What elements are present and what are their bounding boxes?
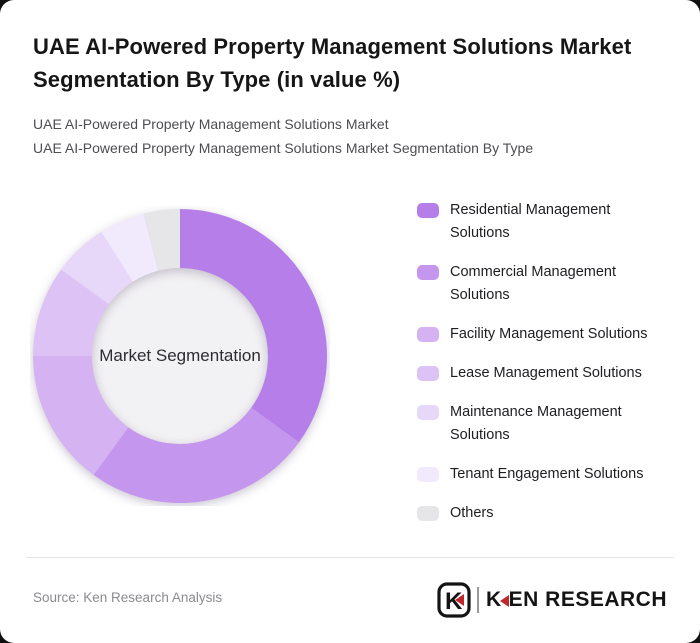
badge-letter: K [445,588,463,615]
legend-label: Others [450,505,494,521]
legend-item-7: Others [417,502,679,525]
ken-research-logo: K K EN RESEARCH [437,582,667,618]
logo-separator [476,587,479,613]
wordmark-k: K [485,588,502,611]
legend-swatch-icon [417,467,439,482]
subtitle-line-1: UAE AI-Powered Property Management Solut… [33,116,389,132]
legend-label: Maintenance Management Solutions [450,404,622,443]
donut-segment-1 [180,209,327,443]
legend-label: Lease Management Solutions [450,365,642,381]
source-note: Source: Ken Research Analysis [33,590,223,605]
legend-item-4: Lease Management Solutions [417,362,679,385]
subtitle-line-2: UAE AI-Powered Property Management Solut… [33,140,534,156]
donut-svg [33,209,327,503]
legend-item-5: Maintenance Management Solutions [417,401,679,447]
subtitle-block: UAE AI-Powered Property Management Solut… [33,112,673,160]
donut-segment-3 [33,356,129,475]
legend-swatch-icon [417,366,439,381]
legend-swatch-icon [417,203,439,218]
legend-label: Tenant Engagement Solutions [450,466,644,482]
legend-label: Facility Management Solutions [450,326,648,342]
legend-swatch-icon [417,265,439,280]
legend-item-6: Tenant Engagement Solutions [417,463,679,486]
logo-wordmark: K EN RESEARCH [486,588,667,612]
donut-segment-4 [33,269,109,356]
wordmark-rest: EN RESEARCH [508,588,667,611]
legend-swatch-icon [417,327,439,342]
ken-research-badge-icon: K [437,582,471,618]
donut-segment-2 [93,407,299,503]
legend-item-1: Residential Management Solutions [417,199,679,245]
legend-swatch-icon [417,405,439,420]
donut-segment-6 [101,213,159,282]
legend-label: Commercial Management Solutions [450,264,617,303]
chart-legend: Residential Management Solutions Commerci… [417,199,679,525]
footer-divider [26,557,674,558]
donut-chart: Market Segmentation [30,206,330,506]
donut-segment-7 [143,209,180,271]
donut-segment-5 [61,231,133,305]
legend-label: Residential Management Solutions [450,202,611,241]
legend-item-2: Commercial Management Solutions [417,261,679,307]
wordmark-red-triangle-icon [499,595,509,607]
donut-hole [90,266,270,446]
legend-swatch-icon [417,506,439,521]
page-title: UAE AI-Powered Property Management Solut… [33,34,632,92]
badge-red-triangle-icon [454,594,464,606]
legend-item-3: Facility Management Solutions [417,323,679,346]
